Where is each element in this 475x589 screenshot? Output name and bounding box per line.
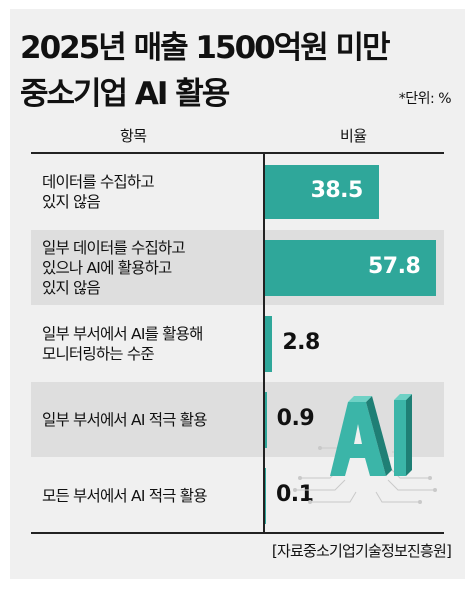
category-label: 모든 부서에서 AI 적극 활용 [42,486,207,505]
bar [264,315,273,372]
bar-value-label: 2.8 [282,329,320,355]
bar [264,467,266,524]
bar-value-label: 38.5 [310,177,364,203]
category-label: 일부 부서에서 AI 적극 활용 [42,410,207,429]
unit-note: *단위: % [398,91,452,107]
chart-row: 일부 데이터를 수집하고 있으나 AI에 활용하고 있지 않음 57.8 [31,230,444,305]
category-label: 일부 데이터를 수집하고 있으나 AI에 활용하고 있지 않음 [42,238,186,297]
chart-row: 데이터를 수집하고 있지 않음 38.5 [31,154,444,229]
bar-value-label: 57.8 [368,253,421,279]
column-header-value: 비율 [340,127,367,145]
category-label: 데이터를 수집하고 있지 않음 [42,172,155,211]
chart-row: 모든 부서에서 AI 적극 활용 0.1 [31,458,444,533]
chart-title-line1: 2025년 매출 1500억원 미만 [20,30,391,66]
value-axis-line [263,153,265,533]
bar [264,391,267,448]
chart-title-line2: 중소기업 AI 활용 [20,76,230,112]
source-note: [자료중소기업기술정보진흥원] [271,542,452,560]
table-bottom-rule [31,532,444,534]
bar-value-label: 0.1 [276,481,314,507]
bar [264,239,436,296]
ai-letters-icon [330,394,412,476]
bar [264,164,379,219]
column-header-label: 항목 [120,127,147,145]
ai-chip-illustration [293,394,437,504]
table-top-rule [31,152,444,154]
bar-value-label: 0.9 [276,405,315,431]
category-label: 일부 부서에서 AI를 활용해 모니터링하는 수준 [42,324,203,363]
chart-row: 일부 부서에서 AI를 활용해 모니터링하는 수준 2.8 [31,306,444,381]
